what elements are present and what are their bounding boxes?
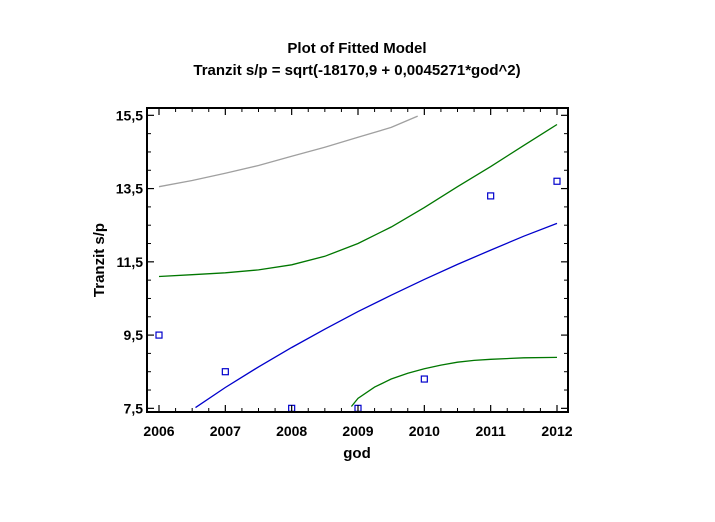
observed-point xyxy=(487,192,495,200)
x-tick-label: 2007 xyxy=(210,423,241,439)
x-tick-label: 2012 xyxy=(541,423,572,439)
observed-point xyxy=(155,331,163,339)
confidence-lower-line xyxy=(350,356,558,407)
prediction-upper-line xyxy=(158,115,418,188)
fitted-line xyxy=(195,222,558,409)
chart-subtitle: Tranzit s/p = sqrt(-18170,9 + 0,0045271*… xyxy=(193,62,520,79)
y-tick-label: 7,5 xyxy=(124,400,144,416)
chart-title: Plot of Fitted Model xyxy=(287,40,426,57)
y-axis-title: Tranzit s/p xyxy=(91,223,108,297)
y-tick-label: 13,5 xyxy=(116,181,143,197)
observed-point xyxy=(221,368,229,376)
plot-frame xyxy=(146,107,569,413)
x-tick-label: 2011 xyxy=(475,423,506,439)
y-tick-label: 9,5 xyxy=(124,327,144,343)
tick-layer: 2006 2007 2008 2009 2010 2011 2012 7,5 9,5 11,5 13… xyxy=(116,107,573,439)
x-axis-title: god xyxy=(343,445,371,462)
y-tick-label: 11,5 xyxy=(117,254,144,270)
x-tick-label: 2010 xyxy=(409,423,440,439)
confidence-upper-line xyxy=(158,123,558,278)
series-layer xyxy=(155,115,561,412)
observed-point xyxy=(420,375,428,383)
x-tick-label: 2006 xyxy=(143,423,174,439)
x-tick-label: 2008 xyxy=(276,423,307,439)
observed-point xyxy=(553,177,561,185)
y-tick-label: 15,5 xyxy=(116,107,143,123)
x-tick-label: 2009 xyxy=(342,423,373,439)
